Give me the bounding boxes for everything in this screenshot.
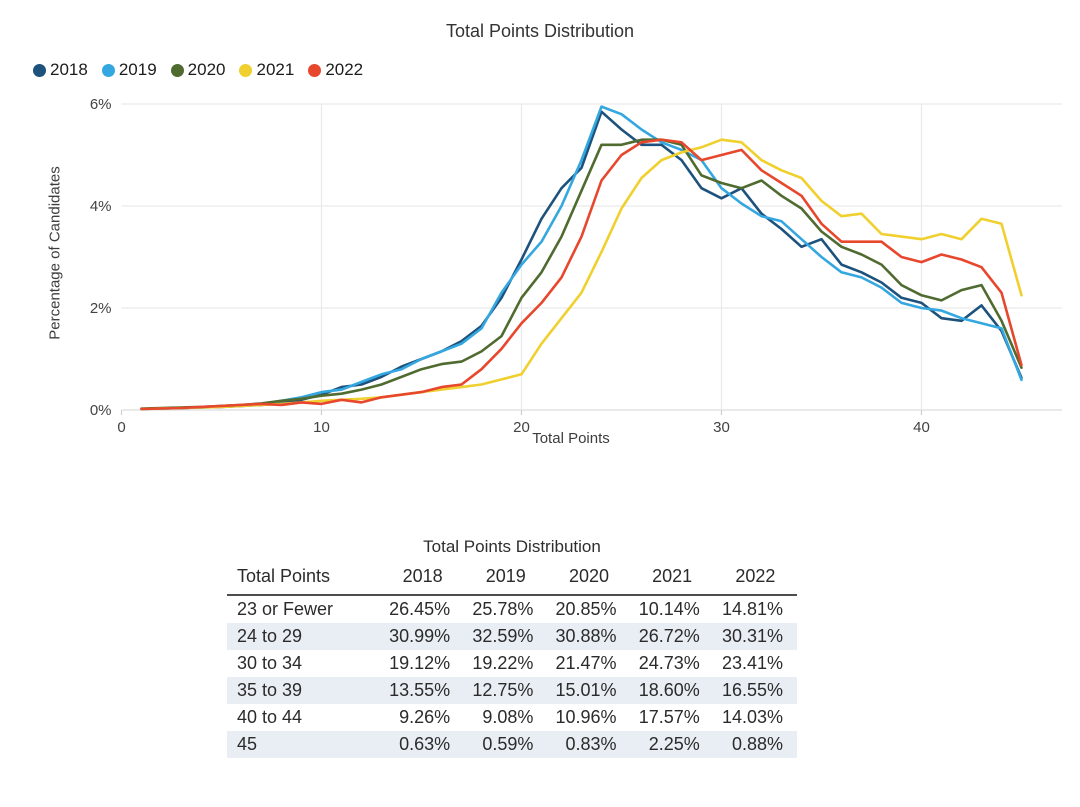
value-cell: 13.55%	[389, 680, 451, 700]
value-cell: 23.41%	[721, 653, 783, 673]
chart-title: Total Points Distribution	[445, 21, 635, 41]
value-cell: 14.03%	[721, 707, 783, 727]
value-cell: 26.45%	[389, 599, 451, 619]
value-cell: 10.14%	[638, 599, 700, 619]
legend-label: 2020	[187, 60, 226, 79]
y-tick-label: 2%	[90, 300, 112, 317]
distribution-table-section: Total Points Distribution Total Points 20…	[227, 537, 797, 758]
x-tick-label: 40	[913, 419, 930, 436]
column-header-2021: 2021	[652, 566, 693, 586]
y-tick-label: 6%	[90, 96, 112, 113]
x-axis-label: Total Points	[532, 430, 610, 447]
legend-label: 2018	[50, 60, 88, 79]
value-cell: 9.26%	[399, 707, 451, 727]
x-tick-label: 0	[117, 419, 125, 436]
x-tick-label: 10	[313, 419, 330, 436]
legend-item-2020[interactable]: 2020	[170, 60, 226, 80]
table-title: Total Points Distribution	[423, 537, 601, 556]
table-row: 23 or Fewer 26.45% 25.78% 20.85% 10.14% 14.81…	[227, 595, 797, 623]
value-cell: 15.01%	[555, 680, 617, 700]
x-tick-label: 30	[713, 419, 730, 436]
line-2018	[140, 110, 1023, 411]
value-cell: 24.73%	[638, 653, 700, 673]
legend-dot-icon	[239, 63, 253, 77]
value-cell: 20.85%	[555, 599, 617, 619]
row-label-cell: 45	[237, 734, 258, 754]
row-label-cell: 30 to 34	[237, 653, 303, 673]
line-2022	[140, 138, 1023, 411]
row-label-cell: 35 to 39	[237, 680, 303, 700]
value-cell: 25.78%	[472, 599, 534, 619]
value-cell: 32.59%	[472, 626, 534, 646]
value-cell: 19.12%	[389, 653, 451, 673]
value-cell: 14.81%	[721, 599, 783, 619]
value-cell: 17.57%	[638, 707, 700, 727]
value-cell: 18.60%	[638, 680, 700, 700]
legend-dot-icon	[170, 63, 184, 77]
table-row: 30 to 34 19.12% 19.22% 21.47% 24.73% 23.41%	[227, 650, 797, 677]
x-tick-label: 20	[513, 419, 530, 436]
legend-label: 2019	[118, 60, 157, 79]
value-cell: 0.59%	[482, 734, 534, 754]
legend-dot-icon	[33, 63, 46, 77]
value-cell: 30.88%	[555, 626, 617, 646]
value-cell: 19.22%	[472, 653, 534, 673]
column-header-total-points: Total Points	[237, 566, 331, 586]
legend-item-2019[interactable]: 2019	[101, 60, 157, 80]
table-row: 40 to 44 9.26% 9.08% 10.96% 17.57% 14.03%	[227, 704, 797, 731]
table-row: 24 to 29 30.99% 32.59% 30.88% 26.72% 30.31%	[227, 623, 797, 650]
legend-label: 2021	[256, 60, 295, 79]
table-row: 45 0.63% 0.59% 0.83% 2.25% 0.88%	[227, 731, 797, 758]
value-cell: 0.83%	[565, 734, 617, 754]
value-cell: 30.31%	[721, 626, 783, 646]
line-chart: 0% 2% 4% 6% 0 10 20 30 40	[90, 96, 1062, 436]
legend-item-2021[interactable]: 2021	[239, 60, 294, 80]
table-header-row: Total Points 2018 2019 2020 2021 2022	[227, 564, 797, 595]
value-cell: 0.88%	[731, 734, 783, 754]
line-2020	[140, 138, 1023, 410]
table-body: 23 or Fewer 26.45% 25.78% 20.85% 10.14% 14.81…	[227, 595, 797, 758]
y-tick-label: 4%	[90, 198, 112, 215]
row-label-cell: 24 to 29	[237, 626, 303, 646]
column-header-2019: 2019	[485, 566, 526, 586]
legend-dot-icon	[308, 63, 322, 77]
value-cell: 21.47%	[555, 653, 617, 673]
line-2019	[140, 105, 1023, 411]
value-cell: 0.63%	[399, 734, 451, 754]
y-axis-label: Percentage of Candidates	[46, 166, 64, 340]
legend-item-2018[interactable]: 2018	[33, 60, 88, 80]
column-header-2018: 2018	[402, 566, 443, 586]
y-tick-label: 0%	[90, 402, 112, 419]
value-cell: 26.72%	[638, 626, 700, 646]
value-cell: 30.99%	[389, 626, 451, 646]
value-cell: 9.08%	[482, 707, 534, 727]
legend-label: 2022	[325, 60, 364, 79]
chart-legend: 2018 2019 2020 2021 2022	[33, 60, 363, 80]
legend-dot-icon	[101, 63, 115, 77]
column-header-2022: 2022	[735, 566, 776, 586]
value-cell: 10.96%	[555, 707, 617, 727]
legend-item-2022[interactable]: 2022	[308, 60, 363, 80]
distribution-table: Total Points 2018 2019 2020 2021 2022 23 or F…	[227, 564, 797, 758]
table-header: Total Points 2018 2019 2020 2021 2022	[227, 564, 797, 595]
row-label-cell: 40 to 44	[237, 707, 303, 727]
value-cell: 12.75%	[472, 680, 534, 700]
value-cell: 16.55%	[721, 680, 783, 700]
value-cell: 2.25%	[648, 734, 700, 754]
row-label-cell: 23 or Fewer	[237, 599, 334, 619]
column-header-2020: 2020	[568, 566, 609, 586]
table-row: 35 to 39 13.55% 12.75% 15.01% 18.60% 16.55%	[227, 677, 797, 704]
